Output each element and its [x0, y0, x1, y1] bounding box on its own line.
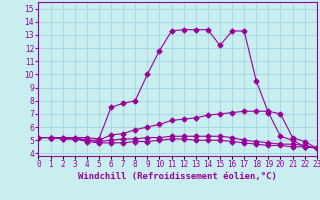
- X-axis label: Windchill (Refroidissement éolien,°C): Windchill (Refroidissement éolien,°C): [78, 172, 277, 181]
